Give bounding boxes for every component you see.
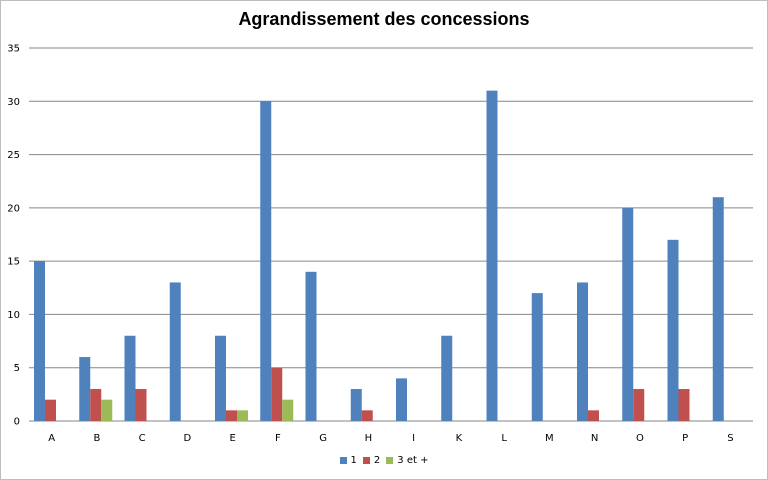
bar-B-series-1 xyxy=(79,357,91,421)
legend: 1 2 3 et + xyxy=(0,455,768,467)
x-tick-label: H xyxy=(365,433,373,444)
x-tick-label: F xyxy=(275,433,281,444)
bar-C-series-1 xyxy=(124,335,136,421)
bar-G-series-1 xyxy=(305,271,317,421)
grid-lines xyxy=(29,47,753,422)
bar-S-series-1 xyxy=(712,197,724,421)
x-tick-label: L xyxy=(501,433,507,444)
x-tick-label: O xyxy=(636,433,644,444)
bar-B-series-3 xyxy=(101,399,113,421)
x-tick-label: D xyxy=(184,433,192,444)
y-tick-label: 10 xyxy=(7,310,20,321)
bar-P-series-1 xyxy=(667,239,679,421)
x-tick-label: A xyxy=(48,433,55,444)
bar-P-series-2 xyxy=(678,389,690,421)
y-tick-label: 25 xyxy=(7,150,20,161)
bar-H-series-2 xyxy=(361,410,373,421)
legend-swatch xyxy=(386,457,394,464)
bar-I-series-1 xyxy=(396,378,407,421)
bar-F-series-2 xyxy=(271,367,283,421)
x-tick-label: K xyxy=(456,433,463,444)
bar-A-series-1 xyxy=(34,261,45,421)
x-tick-label: I xyxy=(412,433,415,444)
x-tick-label: P xyxy=(682,433,688,444)
bar-E-series-3 xyxy=(237,410,248,421)
x-tick-label: G xyxy=(319,433,327,444)
bar-N-series-2 xyxy=(588,410,599,421)
bar-O-series-1 xyxy=(622,207,634,421)
y-tick-label: 30 xyxy=(7,97,20,108)
x-tick-label: B xyxy=(93,433,100,444)
y-tick-label: 5 xyxy=(14,363,20,374)
legend-item-series-2: 2 xyxy=(362,455,381,466)
y-tick-label: 35 xyxy=(7,44,20,55)
x-tick-label: N xyxy=(591,433,598,444)
bars xyxy=(34,90,724,422)
bar-L-series-1 xyxy=(486,90,498,421)
legend-swatch xyxy=(362,457,370,464)
bar-F-series-3 xyxy=(282,399,294,421)
chart-title: Agrandissement des concessions xyxy=(238,9,530,29)
bar-K-series-1 xyxy=(441,335,453,421)
legend-label: 2 xyxy=(373,455,381,466)
y-axis-ticks: 0 5 10 15 20 25 30 35 xyxy=(7,44,20,428)
legend-label: 3 et + xyxy=(397,455,429,466)
bar-F-series-1 xyxy=(260,101,272,422)
x-tick-label: C xyxy=(139,433,146,444)
x-tick-label: M xyxy=(545,433,554,444)
bar-H-series-1 xyxy=(350,389,362,421)
y-tick-label: 0 xyxy=(14,417,20,428)
bar-O-series-2 xyxy=(633,389,645,421)
bar-A-series-2 xyxy=(45,399,56,421)
y-tick-label: 20 xyxy=(7,203,20,214)
bar-E-series-2 xyxy=(226,410,237,421)
legend-label: 1 xyxy=(350,455,357,466)
y-tick-label: 15 xyxy=(7,257,20,268)
legend-item-series-1: 1 xyxy=(339,455,357,466)
bar-B-series-2 xyxy=(90,389,102,421)
x-tick-label: S xyxy=(727,433,733,444)
bar-N-series-1 xyxy=(577,282,588,421)
bar-D-series-1 xyxy=(169,282,181,421)
legend-item-series-3: 3 et + xyxy=(386,455,428,466)
x-tick-label: E xyxy=(229,433,235,444)
bar-M-series-1 xyxy=(531,293,543,421)
bar-E-series-1 xyxy=(215,335,226,421)
bar-C-series-2 xyxy=(135,389,147,421)
legend-swatch xyxy=(339,457,347,464)
